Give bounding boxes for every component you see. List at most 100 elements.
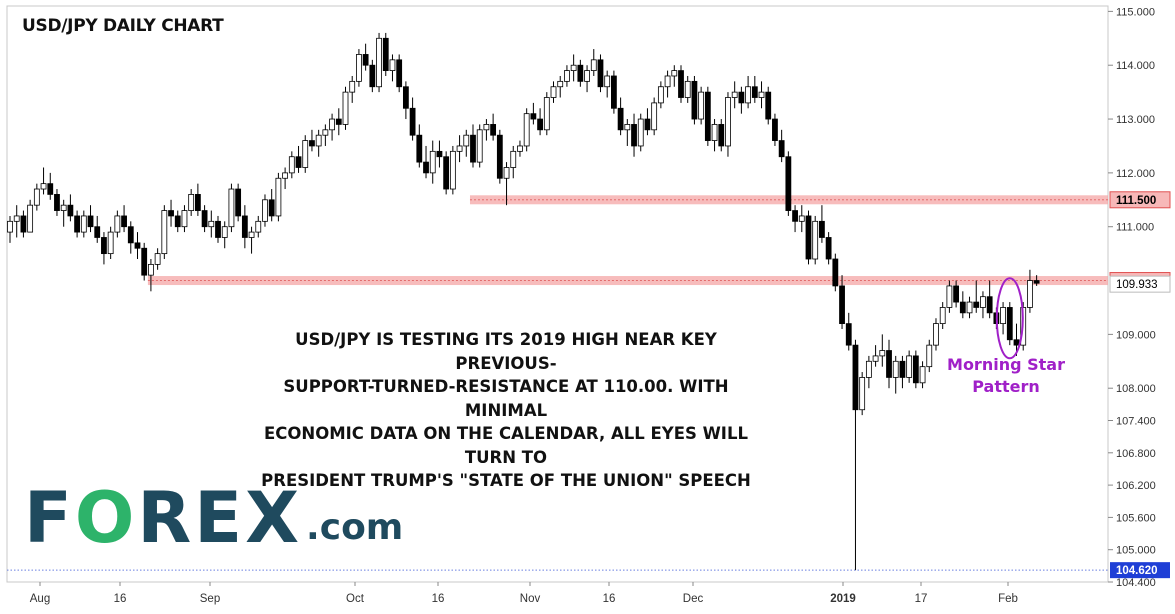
y-tick-label: 111.000 <box>1116 222 1154 234</box>
candle-body <box>543 97 550 131</box>
candle-body <box>268 199 275 217</box>
candle-body <box>839 285 845 325</box>
candle-body <box>946 285 953 308</box>
candle-body <box>141 247 148 276</box>
y-tick-label: 104.400 <box>1116 577 1156 589</box>
candle-body <box>389 59 396 71</box>
candle-body <box>980 296 986 308</box>
candle-body <box>852 344 859 411</box>
candle-body <box>134 242 141 249</box>
candle-body <box>443 156 450 190</box>
candle-body <box>295 156 302 168</box>
candle-body <box>644 118 651 131</box>
candle-body <box>456 145 463 152</box>
candle-body <box>503 167 510 179</box>
candle-body <box>845 323 852 346</box>
y-tick-label: 106.800 <box>1116 448 1156 460</box>
candle-body <box>892 360 899 378</box>
x-tick-label: Feb <box>998 593 1018 605</box>
candle-body <box>886 350 892 378</box>
candle-body <box>919 366 926 384</box>
candle-body <box>342 91 349 125</box>
candle-body <box>161 210 168 255</box>
price-label-box <box>1109 275 1171 293</box>
candle-body <box>725 97 731 147</box>
y-tick-label: 113.000 <box>1116 114 1155 126</box>
candle-body <box>490 124 497 136</box>
candle-body <box>356 54 362 82</box>
candle-body <box>67 204 74 217</box>
candle-body <box>315 134 322 147</box>
candle-body <box>564 70 570 82</box>
candle-body <box>302 140 309 168</box>
candle-body <box>181 210 188 228</box>
candle-body <box>322 129 329 136</box>
candle-body <box>772 118 778 141</box>
candle-body <box>255 220 262 233</box>
candle-body <box>107 231 114 255</box>
candle-body <box>570 64 577 71</box>
candle-body <box>604 75 611 88</box>
candle-body <box>235 188 242 217</box>
y-tick-label: 105.600 <box>1116 512 1156 524</box>
candle-body <box>637 118 644 147</box>
candle-body <box>758 91 765 98</box>
candle-body <box>819 220 825 238</box>
candle-body <box>825 237 832 260</box>
candle-body <box>959 301 966 314</box>
candle-body <box>859 377 866 411</box>
candle-body <box>698 91 705 120</box>
candle-body <box>577 64 584 82</box>
candle-body <box>624 124 631 131</box>
candle-body <box>282 172 289 179</box>
y-tick-label: 109.000 <box>1116 329 1156 341</box>
candle-body <box>691 80 698 120</box>
candle-body <box>349 80 356 93</box>
candle-body <box>872 355 879 362</box>
candle-body <box>101 237 107 255</box>
candle-body <box>899 360 906 378</box>
candle-body <box>275 177 282 217</box>
candle-body <box>879 350 886 357</box>
candle-body <box>288 156 295 174</box>
candle-body <box>194 194 201 211</box>
candle-body <box>362 54 369 66</box>
candle-body <box>718 124 725 147</box>
candle-body <box>376 37 382 88</box>
candle-body <box>926 344 933 368</box>
candle-body <box>262 199 268 222</box>
y-tick-label: 115.000 <box>1116 6 1155 18</box>
candle-body <box>664 75 671 88</box>
candle-body <box>396 59 403 88</box>
candle-body <box>550 86 557 98</box>
candle-body <box>148 263 154 276</box>
y-tick-label: 106.200 <box>1116 480 1156 492</box>
logo-o-glyph: O <box>74 477 138 559</box>
candle-body <box>60 204 67 211</box>
candle-body <box>429 150 436 174</box>
candle-body <box>402 86 409 109</box>
candle-body <box>939 307 946 325</box>
candle-body <box>745 86 751 104</box>
candle-body <box>611 75 617 109</box>
candle-body <box>201 210 208 228</box>
price-label-box <box>1109 191 1171 209</box>
x-tick-label: Sep <box>200 593 220 605</box>
candle-body <box>20 215 27 233</box>
candle-body <box>731 91 738 98</box>
candle-body <box>54 194 60 211</box>
candle-body <box>832 258 839 287</box>
candle-body <box>953 285 960 303</box>
x-tick-label: Nov <box>520 593 541 605</box>
candle-body <box>973 301 980 308</box>
candle-body <box>382 37 389 71</box>
candle-body <box>617 107 624 131</box>
candle-body <box>631 124 637 147</box>
candle-body <box>174 215 181 228</box>
candle-body <box>94 226 101 238</box>
candle-body <box>416 134 423 163</box>
price-label: 104.620 <box>1116 565 1158 577</box>
candle-body <box>651 102 658 131</box>
